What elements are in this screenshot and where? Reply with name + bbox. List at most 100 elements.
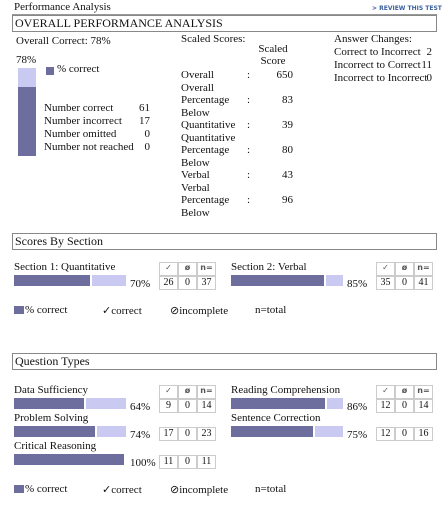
column-header: ø [395, 385, 414, 399]
legend-label: n=total [255, 483, 287, 495]
table-cell: 26 [159, 276, 178, 290]
item-label: Reading Comprehension [231, 384, 341, 396]
section-heading: OVERALL PERFORMANCE ANALYSIS [12, 15, 437, 32]
score-label: Overall [181, 69, 214, 81]
table-cell: 14 [197, 399, 216, 413]
score-label: Overall Percentage Below [181, 81, 230, 119]
table-cell: 11 [197, 455, 216, 469]
percent-label: 74% [130, 429, 151, 441]
table-cell: 23 [197, 427, 216, 441]
table-cell: 0 [178, 276, 197, 290]
bar [231, 275, 327, 286]
answer-value: 11 [421, 59, 432, 71]
scaled-title: Scaled Scores: [181, 33, 246, 45]
table-cell: 41 [414, 276, 433, 290]
scaled-header: Scaled Score [258, 43, 288, 67]
answer-title: Answer Changes: [334, 33, 412, 45]
legend-label: % correct [25, 304, 68, 316]
score-separator: : [247, 69, 251, 82]
legend-label: n=total [255, 304, 287, 316]
count-value: 0 [144, 128, 151, 140]
header-rule [12, 14, 437, 15]
score-label: Quantitative [181, 119, 236, 131]
bar [231, 426, 315, 437]
legend-label: ✓correct [102, 305, 142, 317]
table-cell: 14 [414, 399, 433, 413]
answer-value: 2 [426, 46, 433, 58]
column-header: ✓ [159, 385, 178, 399]
score-value: 39 [282, 119, 293, 132]
table-cell: 0 [395, 427, 414, 441]
column-header: n= [414, 385, 433, 399]
legend-swatch [46, 67, 54, 75]
percent-label: 85% [347, 278, 368, 290]
column-header: n= [197, 262, 216, 276]
score-row: Quantitative: 39 [181, 119, 293, 132]
bar [231, 398, 328, 409]
item-label: Section 1: Quantitative [14, 261, 116, 273]
score-separator: : [247, 194, 251, 207]
percent-label: 70% [130, 278, 151, 290]
table-cell: 0 [395, 276, 414, 290]
section-heading: Question Types [12, 353, 437, 370]
item-label: Problem Solving [14, 412, 89, 424]
score-label: Verbal Percentage Below [181, 181, 230, 219]
page-title: Performance Analysis [14, 1, 111, 13]
column-header: n= [414, 262, 433, 276]
score-value: 96 [282, 194, 293, 207]
overall-title: Overall Correct: 78% [16, 35, 111, 47]
score-value: 80 [282, 144, 293, 157]
bar [14, 426, 97, 437]
answer-label: Correct to Incorrect [334, 46, 421, 58]
score-row: Verbal Percentage Below: 96 [181, 182, 293, 220]
count-value: 17 [139, 115, 150, 127]
bar [14, 275, 93, 286]
table-cell: 17 [159, 427, 178, 441]
score-value: 83 [282, 94, 293, 107]
score-separator: : [247, 169, 251, 182]
score-value: 43 [282, 169, 293, 182]
table-cell: 0 [178, 399, 197, 413]
score-row: Overall: 650 [181, 69, 293, 82]
bar [18, 87, 36, 156]
table-cell: 9 [159, 399, 178, 413]
score-separator: : [247, 144, 251, 157]
item-label: Critical Reasoning [14, 440, 97, 452]
score-row: Overall Percentage Below: 83 [181, 82, 293, 120]
column-header: ø [395, 262, 414, 276]
percent-label: 86% [347, 401, 368, 413]
answer-label: Incorrect to Incorrect [334, 72, 428, 84]
column-header: ø [178, 385, 197, 399]
score-separator: : [247, 94, 251, 107]
review-link[interactable]: > REVIEW THIS TEST [372, 5, 442, 12]
legend-label: ⊘incomplete [170, 305, 229, 317]
column-header: ✓ [159, 262, 178, 276]
percent-label: 100% [130, 457, 156, 469]
count-label: Number omitted [44, 128, 117, 140]
table-cell: 0 [178, 427, 197, 441]
answer-label: Incorrect to Correct [334, 59, 421, 71]
legend-label: % correct [25, 483, 68, 495]
item-label: Sentence Correction [231, 412, 321, 424]
bar [14, 454, 126, 465]
answer-value: 0 [426, 72, 433, 84]
scaled-list: Overall: 650 Overall Percentage Below: 83 Qu… [181, 69, 293, 219]
table-cell: 35 [376, 276, 395, 290]
count-value: 61 [139, 102, 150, 114]
legend-label: ✓correct [102, 484, 142, 496]
count-label: Number incorrect [44, 115, 122, 127]
column-header: ✓ [376, 385, 395, 399]
count-label: Number correct [44, 102, 114, 114]
table-cell: 12 [376, 427, 395, 441]
table-cell: 0 [178, 455, 197, 469]
score-value: 650 [276, 69, 294, 82]
item-label: Section 2: Verbal [231, 261, 307, 273]
item-label: Data Sufficiency [14, 384, 89, 396]
count-label: Number not reached [44, 141, 134, 153]
count-value: 0 [144, 141, 151, 153]
column-header: ø [178, 262, 197, 276]
bar [14, 398, 86, 409]
table-cell: 0 [395, 399, 414, 413]
percent-label: 64% [130, 401, 151, 413]
